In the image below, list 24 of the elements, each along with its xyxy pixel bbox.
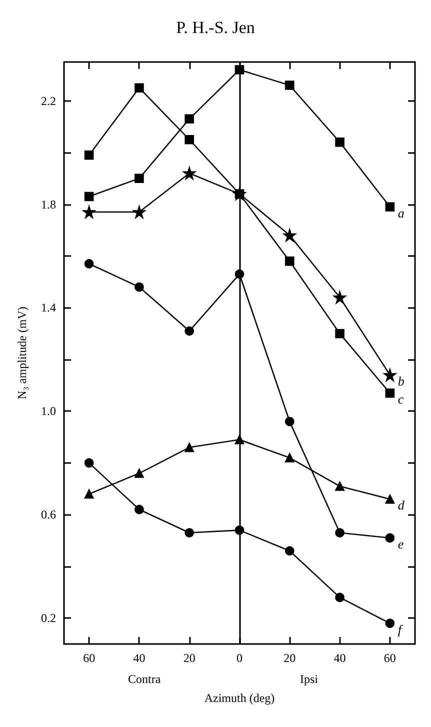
- x-axis-title: Azimuth (deg): [204, 691, 275, 705]
- legend-label: a: [398, 205, 405, 220]
- y-tick-label: 0.6: [41, 508, 56, 522]
- x-tick-label: 40: [133, 651, 146, 665]
- series-label: e: [398, 536, 404, 552]
- x-tick-label: 40: [334, 651, 346, 665]
- legend-label: f: [398, 622, 404, 637]
- text: Contra: [128, 672, 162, 686]
- y-tick-label: 2.2: [41, 94, 56, 108]
- y-tick-label: 1.4: [41, 300, 56, 315]
- x-tick-label: 20: [284, 651, 296, 665]
- y-tick-label: 1.0: [41, 404, 56, 418]
- y-tick-label: 1.8: [41, 197, 56, 212]
- chart-title: P. H.-S. Jen: [176, 18, 256, 37]
- x-tick-label: 60: [83, 651, 96, 665]
- series-label: d: [398, 498, 405, 513]
- x-tick-label: 60: [384, 651, 396, 665]
- series-label: c: [398, 392, 404, 407]
- x-tick-label: 0: [236, 651, 242, 665]
- x-tick-label: 20: [183, 651, 196, 665]
- y-tick-label: 0.2: [41, 611, 56, 626]
- legend-label: b: [398, 373, 405, 388]
- text: Ipsi: [300, 672, 319, 686]
- y-axis-title: N₃ amplitude (mV): [15, 306, 29, 400]
